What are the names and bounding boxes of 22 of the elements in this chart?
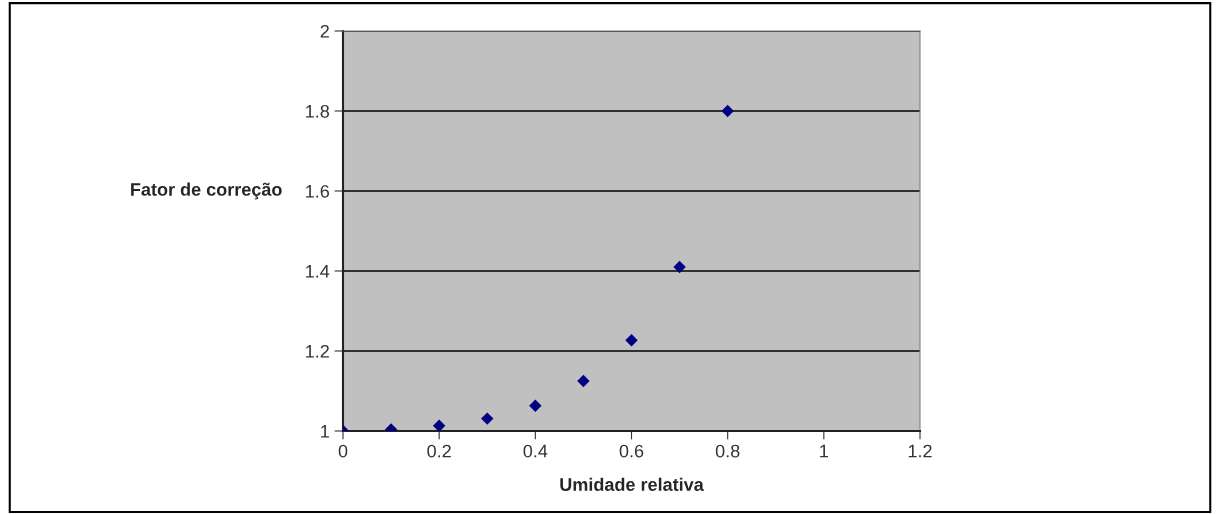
- x-tick-label: 1.2: [908, 444, 932, 458]
- point: [481, 412, 494, 425]
- x-tick-label: 0.8: [715, 444, 740, 458]
- x-tick-label: 0: [338, 444, 348, 458]
- x-tick-label: 1: [820, 444, 828, 458]
- y-tick-label: 1: [321, 425, 329, 438]
- y-tick-label: 1.2: [306, 344, 329, 358]
- point: [529, 399, 542, 413]
- y-tick-label: 1.4: [306, 265, 330, 278]
- point: [673, 260, 686, 274]
- point: [432, 419, 446, 431]
- y-tick-label: 1.6: [306, 184, 330, 198]
- x-axis-title: Umidade relativa: [560, 477, 704, 491]
- point: [577, 374, 590, 388]
- point: [625, 333, 638, 347]
- y-tick-label: 1.8: [306, 104, 330, 118]
- y-axis-title: Fator de correção: [131, 182, 282, 200]
- x-tick-label: 0.6: [619, 444, 644, 458]
- point: [721, 104, 734, 118]
- y-tick-label: 2: [320, 24, 329, 38]
- x-tick-label: 0.4: [523, 444, 548, 458]
- x-tick-label: 0.2: [427, 444, 451, 458]
